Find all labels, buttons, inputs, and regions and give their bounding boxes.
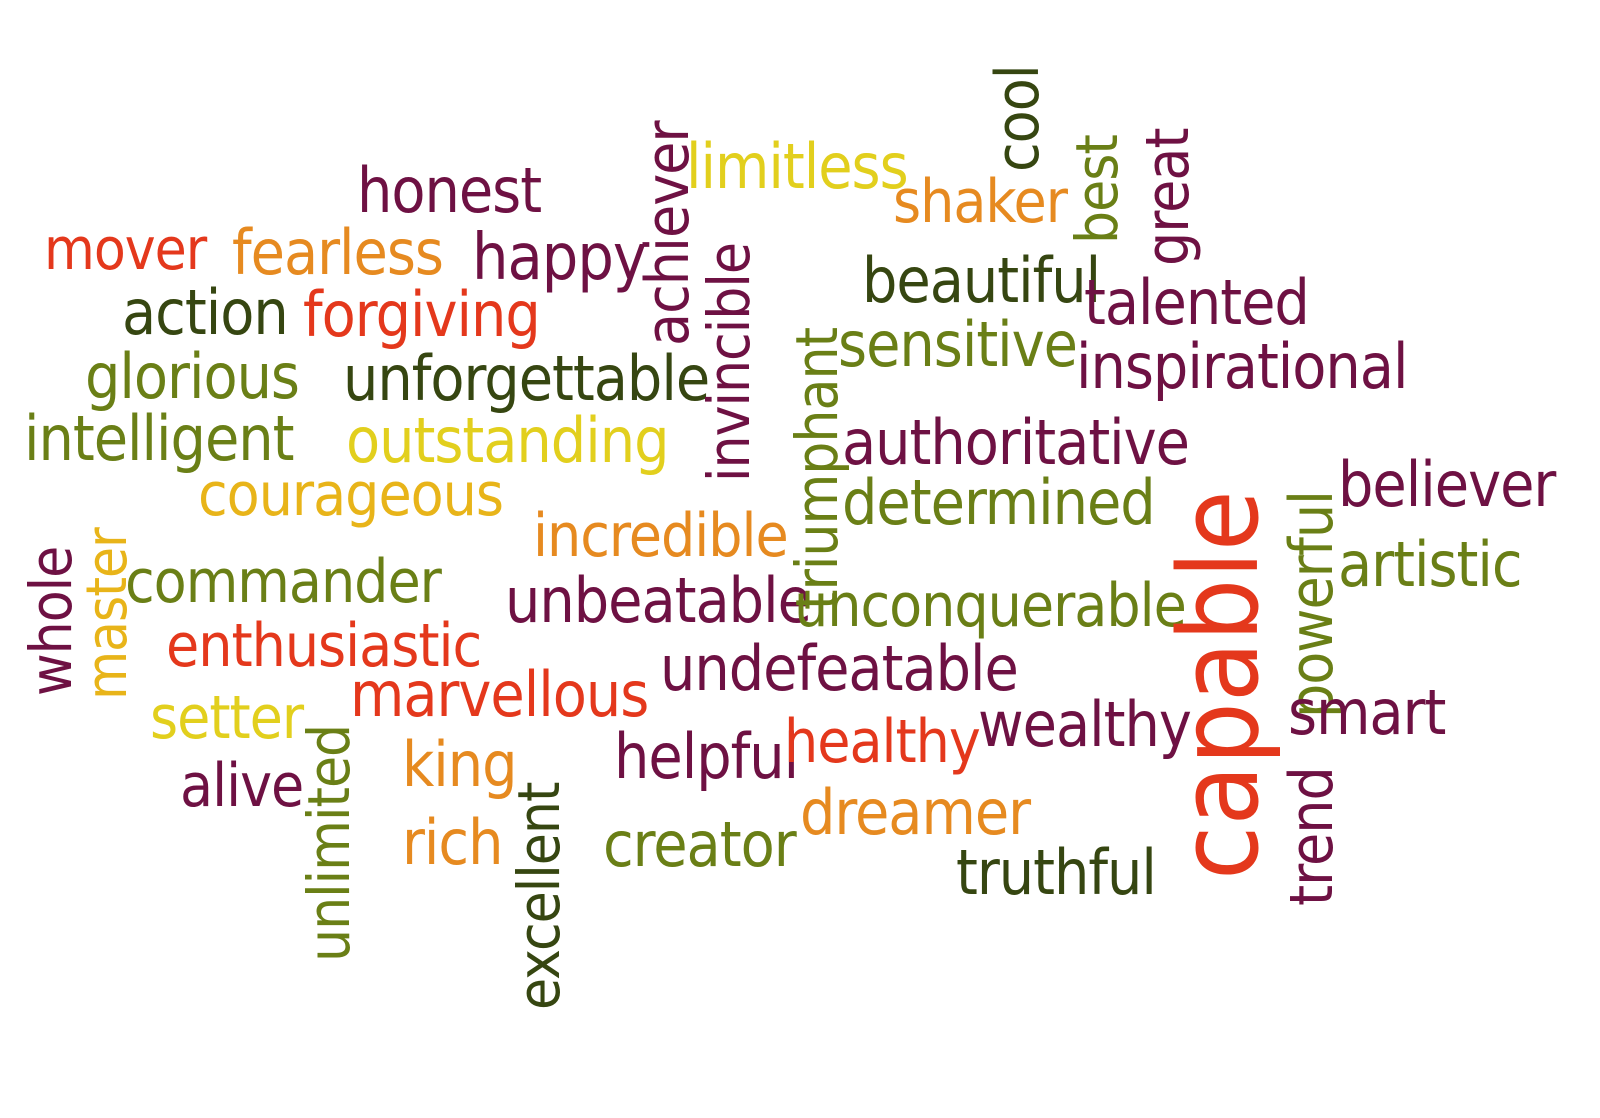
word-cool: cool (983, 65, 1053, 172)
word-trend: trend (1277, 767, 1347, 906)
word-talented: talented (1084, 266, 1310, 339)
word-rich: rich (402, 806, 503, 879)
word-great: great (1133, 128, 1203, 266)
word-unforgettable: unforgettable (343, 342, 710, 415)
word-unlimited: unlimited (295, 724, 363, 962)
word-happy: happy (472, 221, 647, 295)
word-unconquerable: unconquerable (794, 571, 1187, 641)
word-invincible: invincible (695, 243, 763, 482)
word-whole: whole (17, 546, 85, 696)
word-helpful: helpful (614, 720, 799, 793)
word-inspirational: inspirational (1076, 330, 1408, 403)
word-marvellous: marvellous (350, 658, 649, 731)
word-believer: believer (1338, 448, 1556, 521)
word-setter: setter (150, 683, 304, 753)
word-shaker: shaker (893, 167, 1068, 237)
word-unbeatable: unbeatable (505, 564, 812, 637)
word-undefeatable: undefeatable (660, 632, 1019, 705)
word-best: best (1063, 135, 1131, 244)
word-sensitive: sensitive (838, 308, 1078, 381)
word-alive: alive (180, 751, 304, 821)
word-fearless: fearless (232, 216, 444, 289)
word-forgiving: forgiving (303, 278, 541, 351)
word-beautiful: beautiful (862, 244, 1101, 317)
word-intelligent: intelligent (24, 402, 295, 475)
word-smart: smart (1288, 676, 1446, 749)
word-authoritative: authoritative (842, 406, 1190, 479)
word-dreamer: dreamer (800, 776, 1031, 849)
word-master: master (75, 528, 140, 700)
word-wealthy: wealthy (978, 688, 1192, 761)
word-incredible: incredible (533, 501, 789, 571)
word-truthful: truthful (956, 836, 1157, 909)
word-outstanding: outstanding (346, 404, 669, 477)
word-commander: commander (125, 547, 442, 617)
word-honest: honest (357, 154, 542, 227)
word-glorious: glorious (85, 340, 300, 413)
word-action: action (122, 276, 289, 349)
word-determined: determined (842, 466, 1156, 539)
word-capable: capable (1155, 490, 1283, 880)
word-excellent: excellent (505, 782, 573, 1010)
word-limitless: limitless (686, 130, 909, 203)
word-healthy: healthy (784, 707, 981, 777)
word-artistic: artistic (1338, 528, 1523, 601)
word-creator: creator (603, 808, 797, 881)
word-mover: mover (44, 215, 207, 283)
word-courageous: courageous (198, 460, 504, 530)
word-enthusiastic: enthusiastic (166, 611, 482, 681)
word-king: king (402, 728, 518, 801)
